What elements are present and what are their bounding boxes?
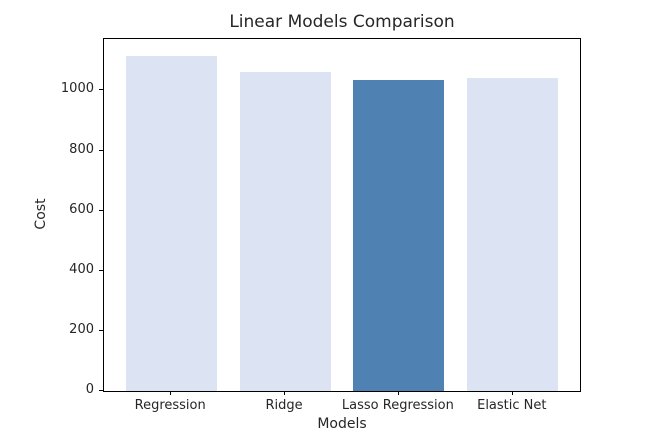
x-tick-mark bbox=[511, 391, 513, 395]
x-tick-label-ridge: Ridge bbox=[265, 398, 303, 413]
y-tick-label: 800 bbox=[69, 141, 94, 157]
bar-regression bbox=[125, 55, 217, 391]
plot-area bbox=[103, 38, 581, 392]
y-tick-label: 400 bbox=[69, 261, 94, 277]
y-tick-mark bbox=[99, 209, 103, 211]
chart-title: Linear Models Comparison bbox=[229, 12, 455, 32]
x-tick-label-regression: Regression bbox=[134, 398, 206, 413]
y-tick-mark bbox=[99, 269, 103, 271]
x-tick-mark bbox=[397, 391, 399, 395]
y-tick-mark bbox=[99, 149, 103, 151]
y-tick-mark bbox=[99, 390, 103, 391]
bar-ridge bbox=[239, 71, 331, 391]
y-tick-label: 1000 bbox=[60, 81, 94, 97]
y-tick-mark bbox=[99, 89, 103, 91]
x-axis-label: Models bbox=[317, 416, 367, 432]
y-tick-label: 600 bbox=[69, 201, 94, 217]
y-tick-mark bbox=[99, 329, 103, 331]
y-tick-label: 200 bbox=[69, 321, 94, 337]
bar-lasso-regression bbox=[353, 79, 445, 391]
x-tick-label-lasso-regression: Lasso Regression bbox=[341, 398, 454, 413]
x-tick-mark bbox=[170, 391, 172, 395]
x-tick-label-elastic-net: Elastic Net bbox=[477, 398, 547, 413]
bar-elastic-net bbox=[467, 77, 559, 391]
x-tick-mark bbox=[284, 391, 286, 395]
y-tick-label: 0 bbox=[85, 382, 94, 397]
